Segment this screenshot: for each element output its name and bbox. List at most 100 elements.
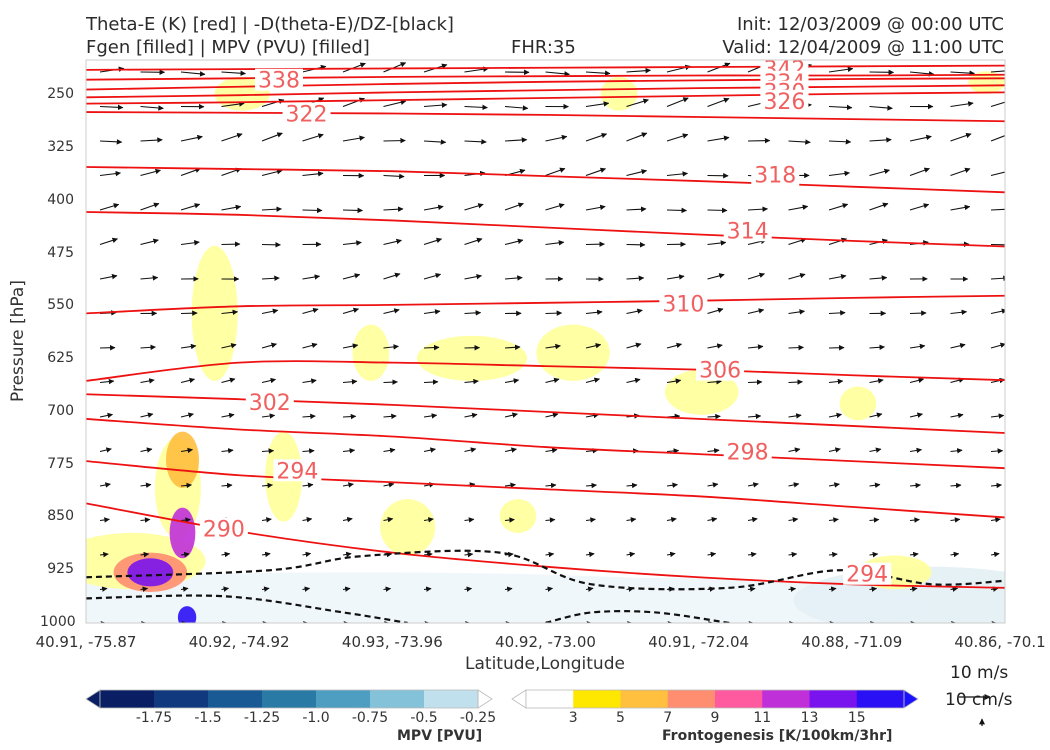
wind-arrow <box>464 104 488 111</box>
y-tick-label: 775 <box>47 455 74 472</box>
wind-arrow <box>950 343 966 349</box>
wind-arrow <box>909 586 918 592</box>
wind-arrow <box>504 137 528 143</box>
wind-arrow <box>707 97 730 108</box>
wind-arrow <box>585 204 606 211</box>
wind-arrow <box>950 551 960 558</box>
y-tick-label: 250 <box>47 86 74 103</box>
contour-label-302: 302 <box>249 391 291 416</box>
wind-arrow <box>909 377 925 384</box>
contour-label-318: 318 <box>754 164 796 189</box>
wind-arrow <box>99 170 122 177</box>
theta-e-contour-334 <box>86 77 1005 91</box>
wind-arrow <box>707 307 724 315</box>
shading-blob <box>191 245 238 381</box>
contour-label-bg <box>751 163 800 186</box>
wind-arrow <box>545 240 565 246</box>
contour-label-298: 298 <box>727 440 769 465</box>
wind-arrow <box>585 132 608 142</box>
wind-arrow <box>261 342 277 349</box>
wind-arrow <box>464 237 483 246</box>
wind-arrow <box>707 379 722 385</box>
contour-label-bg <box>843 562 892 585</box>
colorbar-bin <box>762 690 810 708</box>
colorbar-tick-label: 5 <box>616 710 625 726</box>
wind-arrow <box>990 275 1005 281</box>
wind-arrow <box>788 447 801 453</box>
shading-blob <box>536 324 610 381</box>
wind-arrow <box>261 275 280 282</box>
wind-arrow <box>909 71 935 77</box>
colorbar-outline <box>525 689 905 709</box>
shading-blob <box>127 558 174 587</box>
wind-arrow <box>990 70 1005 73</box>
wind-arrow <box>464 139 487 145</box>
wind-arrow <box>788 237 807 246</box>
wind-arrow <box>909 343 926 350</box>
wind-arrow <box>626 308 643 315</box>
mpv-colorbar <box>85 689 493 709</box>
wind-arrow <box>666 516 677 523</box>
wind-arrow <box>626 169 648 177</box>
theta-e-contour-322 <box>86 111 1005 123</box>
wind-arrow <box>504 586 513 592</box>
wind-arrow <box>707 482 719 488</box>
wind-arrow <box>140 482 152 488</box>
colorbar-outline <box>99 689 479 709</box>
colorbar-bin <box>573 690 621 708</box>
wind-arrow <box>383 447 396 454</box>
wind-arrow <box>626 67 651 74</box>
x-tick-label: 40.91, -75.87 <box>35 633 137 651</box>
colorbar-bin <box>424 690 479 708</box>
wind-arrow <box>707 448 720 454</box>
wind-arrow <box>423 586 432 592</box>
wind-arrow <box>383 413 397 420</box>
wind-arrow <box>950 517 961 523</box>
contour-label-bg <box>760 89 809 112</box>
valid-time: Valid: 12/04/2009 @ 11:00 UTC <box>722 37 1004 58</box>
contour-label-bg <box>696 358 745 381</box>
contour-label-314: 314 <box>727 219 769 244</box>
wind-arrow <box>788 586 797 592</box>
colorbar-tick-label: 9 <box>710 710 720 726</box>
wind-arrow <box>302 378 317 384</box>
wind-arrow <box>140 517 151 523</box>
fgen-colorbar <box>511 689 919 709</box>
wind-arrow <box>747 379 763 385</box>
wind-arrow <box>140 551 150 558</box>
wind-arrow <box>909 551 919 558</box>
wind-arrow <box>261 132 283 142</box>
wind-arrow <box>545 310 563 316</box>
shading-blob <box>380 499 436 556</box>
wind-arrow <box>869 551 879 558</box>
wind-arrow <box>383 308 400 315</box>
wind-arrow <box>950 167 971 177</box>
wind-arrow <box>990 482 1002 489</box>
shading-blob <box>499 499 537 533</box>
wind-arrow <box>423 272 442 280</box>
y-tick-label: 400 <box>47 191 74 208</box>
wind-arrow <box>869 344 886 351</box>
wind-arrow <box>504 482 516 488</box>
theta-e-contour-302 <box>86 393 1005 434</box>
y-axis-label: Pressure [hPa] <box>8 280 28 402</box>
colorbar-bin <box>620 690 669 708</box>
wind-arrow <box>788 344 805 351</box>
wind-arrow <box>140 202 160 211</box>
wind-arrow <box>221 204 242 211</box>
wind-arrow <box>828 412 843 419</box>
x-axis-label: Latitude,Longitude <box>465 654 625 674</box>
wind-arrow <box>950 101 974 108</box>
wind-arrow <box>342 413 357 420</box>
wind-arrow <box>909 203 930 211</box>
wind-arrow <box>383 62 407 73</box>
contour-label-bg <box>273 459 322 482</box>
wind-arrow <box>261 206 283 212</box>
wind-arrow <box>828 66 854 73</box>
init-time: Init: 12/03/2009 @ 00:00 UTC <box>736 14 1004 35</box>
wind-arrow <box>626 377 641 384</box>
wind-arrow <box>666 448 680 454</box>
wind-scale-horizontal-label: 10 m/s <box>950 663 1009 683</box>
wind-arrow <box>585 70 611 76</box>
